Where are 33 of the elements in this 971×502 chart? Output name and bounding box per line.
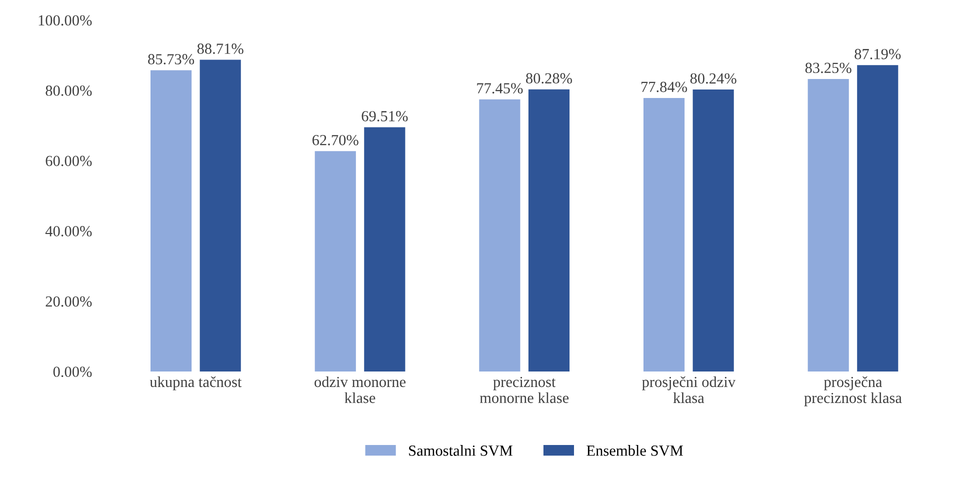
legend-label: Samostalni SVM [409,445,512,456]
data-label: 77.45% [477,83,523,94]
data-label: 85.73% [148,54,194,64]
x-tick-label: prosječni odziv klasa [642,376,736,404]
y-tick-label: 40.00% [45,226,92,236]
data-label: 69.51% [362,111,408,122]
y-tick-label: 20.00% [46,296,92,307]
bar [364,127,406,372]
x-tick-label: preciznost monorne klase [480,376,569,404]
bar [643,98,685,372]
y-tick-label: 80.00% [46,86,92,96]
x-tick-label: ukupna tačnost [150,376,242,390]
x-tick-label: odziv monorne klase [314,376,406,404]
data-label: 88.71% [197,44,244,54]
bar [808,78,849,372]
x-tick-label: prosječna preciznost klasa [804,376,902,406]
data-label: 62.70% [312,134,358,146]
bar [479,99,520,372]
bar [314,151,356,372]
y-tick-label: 0.00% [53,366,92,377]
legend-label: Ensemble SVM [586,445,683,456]
data-label: 77.84% [641,82,688,92]
data-label: 83.25% [805,62,852,74]
bar [528,89,570,372]
data-label: 80.28% [526,73,572,84]
bar [692,90,734,372]
bar [150,70,192,372]
data-label: 80.24% [690,73,736,84]
y-tick-label: 60.00% [46,156,92,166]
bar [857,65,898,372]
data-label: 87.19% [854,48,901,60]
bar [200,60,241,372]
y-tick-label: 100.00% [38,15,92,26]
